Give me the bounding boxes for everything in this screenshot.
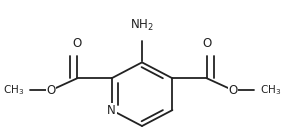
Text: O: O [46, 84, 55, 97]
Text: N: N [107, 104, 116, 117]
Text: NH$_2$: NH$_2$ [130, 18, 154, 33]
Text: O: O [229, 84, 238, 97]
Text: O: O [202, 37, 211, 50]
Text: O: O [73, 37, 82, 50]
Text: CH$_3$: CH$_3$ [260, 83, 281, 97]
Text: CH$_3$: CH$_3$ [3, 83, 24, 97]
